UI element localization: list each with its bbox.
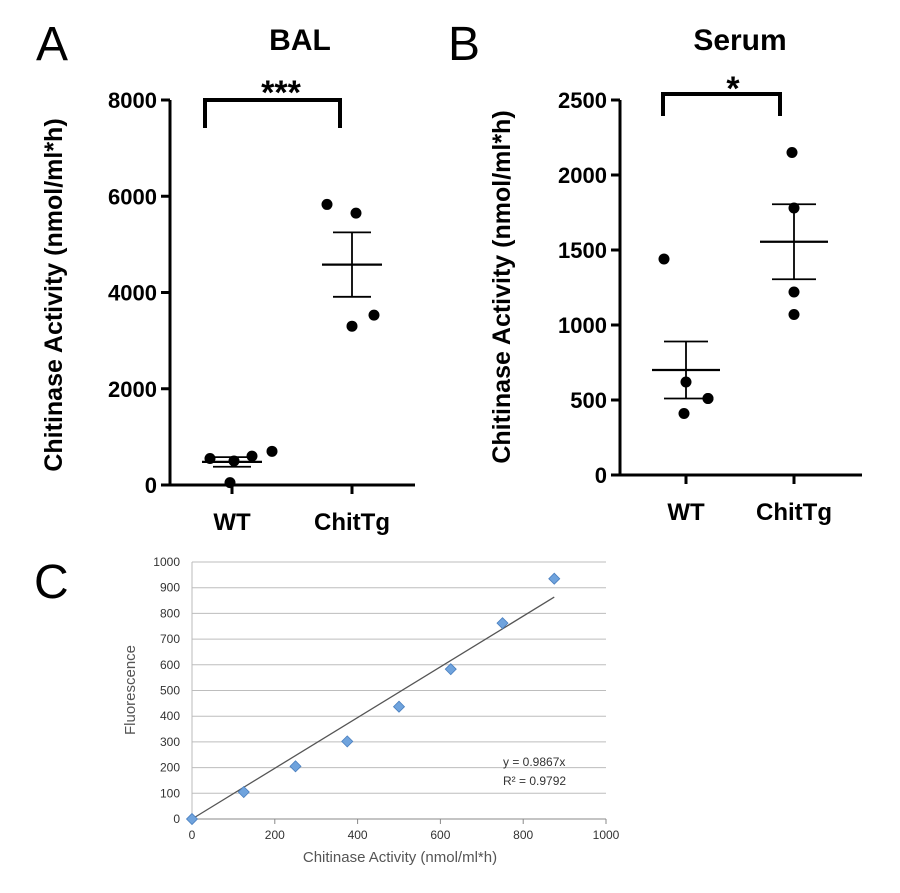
panel-c-x-ticks: 0 200 400 600 800 1000 (189, 819, 620, 842)
data-point (496, 617, 509, 630)
panel-letter-b: B (448, 18, 480, 71)
series-chittg (321, 198, 382, 332)
data-point (346, 320, 358, 332)
y-tick-label: 800 (160, 606, 180, 620)
data-point (228, 455, 240, 467)
data-point (237, 785, 250, 799)
panel-c-standard-curve: C 0 100 200 300 400 500 600 700 800 900 1000 0 200 4… (34, 555, 620, 866)
x-tick-label: 0 (189, 828, 196, 842)
panel-c-y-axis-label: Fluorescence (122, 645, 139, 735)
data-point (224, 477, 236, 489)
panel-c-trendline (191, 596, 555, 820)
panel-a-title: BAL (269, 24, 331, 57)
data-point (392, 700, 406, 713)
y-tick-label: 500 (160, 684, 180, 698)
x-tick-label: 600 (430, 828, 450, 842)
category-label-wt: WT (667, 499, 705, 526)
y-tick-label: 0 (595, 463, 607, 488)
data-point (289, 760, 302, 773)
data-point (678, 408, 690, 419)
panel-letter-a: A (36, 18, 68, 71)
data-point (321, 198, 333, 210)
y-tick-label: 0 (145, 473, 157, 498)
y-tick-label: 4000 (108, 281, 157, 306)
panel-c-gridlines (192, 561, 606, 794)
data-point (350, 207, 362, 219)
panel-c-marks (185, 572, 561, 826)
x-tick-label: 400 (348, 828, 368, 842)
panel-a-y-ticks: 0 2000 4000 6000 8000 (108, 88, 170, 498)
y-tick-label: 600 (160, 658, 180, 672)
data-point (368, 309, 380, 321)
data-point (185, 812, 199, 826)
data-point (680, 376, 692, 388)
y-tick-label: 8000 (108, 88, 157, 113)
panel-b-y-ticks: 0 500 1000 1500 2000 2500 (558, 88, 620, 488)
y-tick-label: 100 (160, 786, 180, 800)
data-point (204, 453, 216, 465)
x-tick-label: 1000 (593, 828, 620, 842)
panel-b-significance-label: * (726, 70, 740, 108)
panel-a-bal-chart: A BAL Chitinase Activity (nmol/ml*h) 0 20… (36, 18, 415, 536)
y-tick-label: 0 (173, 812, 180, 826)
y-tick-label: 200 (160, 761, 180, 775)
series-chittg (760, 147, 828, 320)
y-tick-label: 300 (160, 735, 180, 749)
y-tick-label: 6000 (108, 184, 157, 209)
data-point (266, 445, 278, 457)
y-tick-label: 500 (570, 388, 607, 413)
panel-b-bracket-line (661, 92, 782, 116)
data-point (786, 147, 798, 158)
panel-a-bracket-line (203, 98, 342, 128)
category-label-wt: WT (213, 509, 251, 536)
x-tick-label: 800 (513, 828, 533, 842)
y-tick-label: 400 (160, 709, 180, 723)
panel-a-significance-bracket: *** (203, 74, 342, 128)
y-tick-label: 2000 (558, 163, 607, 188)
panel-letter-c: C (34, 556, 69, 609)
data-point (788, 202, 800, 214)
y-tick-label: 2500 (558, 88, 607, 113)
series-wt (202, 445, 278, 489)
category-label-chittg: ChitTg (314, 509, 390, 536)
panel-b-title: Serum (693, 24, 786, 57)
panel-b-categories: WT ChitTg (667, 475, 832, 526)
panel-b-serum-chart: B Serum Chitinase Activity (nmol/ml*h) 0… (448, 18, 862, 526)
data-point (548, 572, 561, 585)
panel-a-significance-label: *** (261, 74, 301, 112)
y-tick-label: 1000 (153, 555, 180, 569)
data-point (444, 663, 457, 676)
category-label-chittg: ChitTg (756, 499, 832, 526)
panel-a-categories: WT ChitTg (213, 485, 390, 536)
panel-a-marks (202, 198, 382, 489)
panel-c-y-ticks: 0 100 200 300 400 500 600 700 800 900 1000 (153, 555, 180, 826)
panel-c-equation: y = 0.9867x (503, 755, 565, 769)
panel-b-significance-bracket: * (661, 70, 782, 116)
data-point (658, 253, 670, 265)
panel-c-x-axis-label: Chitinase Activity (nmol/ml*h) (303, 849, 497, 866)
data-point (702, 393, 714, 404)
x-tick-label: 200 (265, 828, 285, 842)
y-tick-label: 2000 (108, 377, 157, 402)
y-tick-label: 700 (160, 632, 180, 646)
data-point (788, 309, 800, 320)
data-point (341, 735, 354, 748)
series-wt (652, 253, 720, 419)
y-tick-label: 1000 (558, 313, 607, 338)
panel-a-y-axis-label: Chitinase Activity (nmol/ml*h) (40, 118, 68, 471)
panel-b-y-axis-label: Chitinase Activity (nmol/ml*h) (488, 110, 516, 463)
panel-b-marks (652, 147, 828, 419)
data-point (788, 286, 800, 298)
panel-c-r-squared: R² = 0.9792 (503, 774, 566, 788)
data-point (246, 450, 258, 462)
y-tick-label: 1500 (558, 238, 607, 263)
y-tick-label: 900 (160, 581, 180, 595)
